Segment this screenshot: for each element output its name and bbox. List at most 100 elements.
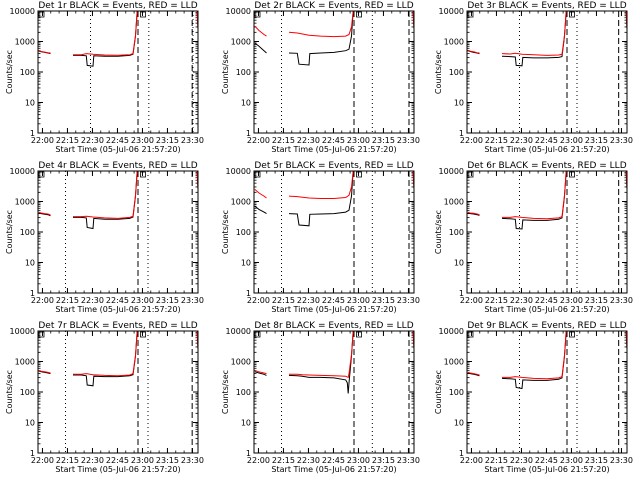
x-tick-label: 22:15 xyxy=(56,136,79,145)
x-tick-label: 23:00 xyxy=(131,296,154,305)
lld-series-line xyxy=(467,371,480,376)
chart-title: Det 2r BLACK = Events, RED = LLD xyxy=(254,1,413,11)
events-series-line xyxy=(254,371,267,376)
y-tick-label: 10000 xyxy=(10,327,35,336)
x-tick-label: 23:00 xyxy=(560,136,583,145)
events-series-line xyxy=(73,170,138,230)
x-tick-label: 22:45 xyxy=(322,136,345,145)
chart-title: Det 6r BLACK = Events, RED = LLD xyxy=(467,161,626,171)
x-tick-label: 22:15 xyxy=(485,136,508,145)
y-tick-label: 100 xyxy=(449,68,464,77)
y-tick-label: 1000 xyxy=(15,358,35,367)
chart-title: Det 9r BLACK = Events, RED = LLD xyxy=(467,321,626,331)
y-tick-label: 1 xyxy=(459,289,464,298)
y-tick-label: 100 xyxy=(236,388,251,397)
x-tick-label: 23:30 xyxy=(397,136,420,145)
lld-series-line xyxy=(38,50,51,54)
y-axis-label: Counts/sec xyxy=(221,210,230,254)
lld-series-line xyxy=(254,370,267,375)
plot-frame xyxy=(37,170,199,294)
x-tick-label: 23:00 xyxy=(347,136,370,145)
attenuator-state-box xyxy=(38,331,45,338)
plot-frame xyxy=(253,10,415,134)
plot-frame xyxy=(253,170,415,294)
x-tick-label: 23:15 xyxy=(585,456,608,465)
x-tick-label: 22:00 xyxy=(31,296,54,305)
y-tick-label: 1 xyxy=(246,289,251,298)
plot-frame xyxy=(253,330,415,454)
x-tick-label: 22:45 xyxy=(322,296,345,305)
x-axis-label: Start Time (05-Jul-06 21:57:20) xyxy=(484,465,609,474)
x-tick-label: 22:00 xyxy=(460,296,483,305)
attenuator-state-box xyxy=(356,331,362,338)
x-tick-label: 22:15 xyxy=(485,296,508,305)
events-series-line xyxy=(254,42,267,54)
x-tick-label: 23:30 xyxy=(397,456,420,465)
plot-frame xyxy=(466,330,628,454)
x-tick-label: 22:45 xyxy=(106,136,129,145)
x-tick-label: 22:45 xyxy=(106,456,129,465)
x-tick-label: 23:00 xyxy=(347,296,370,305)
attenuator-state-box xyxy=(356,11,362,18)
lld-series-line xyxy=(38,211,51,216)
lld-series-line xyxy=(467,211,480,216)
events-series-line xyxy=(501,170,567,230)
x-tick-label: 22:30 xyxy=(297,136,320,145)
x-tick-label: 23:15 xyxy=(156,456,179,465)
x-tick-label: 23:30 xyxy=(397,296,420,305)
chart-panel: Det 4r BLACK = Events, RED = LLD 1 10 100 10… xyxy=(5,161,204,314)
y-tick-label: 1 xyxy=(246,129,251,138)
x-tick-label: 22:15 xyxy=(56,296,79,305)
x-axis-label: Start Time (05-Jul-06 21:57:20) xyxy=(271,305,396,314)
y-tick-label: 100 xyxy=(20,388,35,397)
events-series-line xyxy=(288,10,354,66)
x-tick-label: 22:00 xyxy=(31,136,54,145)
x-tick-label: 22:00 xyxy=(460,456,483,465)
y-tick-label: 10 xyxy=(241,99,251,108)
attenuator-state-box xyxy=(569,11,575,18)
chart-panel: Det 1r BLACK = Events, RED = LLD 1 10 100 10… xyxy=(5,1,204,154)
x-tick-label: 23:15 xyxy=(156,296,179,305)
y-tick-label: 1000 xyxy=(231,38,251,47)
lld-series-line xyxy=(73,170,138,219)
x-tick-label: 23:00 xyxy=(560,296,583,305)
x-tick-label: 22:30 xyxy=(297,296,320,305)
attenuator-state-box xyxy=(569,331,575,338)
y-tick-label: 1000 xyxy=(231,358,251,367)
chart-panel: Det 3r BLACK = Events, RED = LLD 1 10 100 10… xyxy=(434,1,633,154)
y-tick-label: 10000 xyxy=(226,167,251,176)
attenuator-state-box xyxy=(356,171,362,178)
plot-frame xyxy=(466,10,628,134)
x-tick-label: 22:30 xyxy=(510,136,533,145)
chart-panel: Det 8r BLACK = Events, RED = LLD 1 10 100 10… xyxy=(221,321,420,474)
x-axis-label: Start Time (05-Jul-06 21:57:20) xyxy=(484,305,609,314)
x-tick-label: 22:15 xyxy=(56,456,79,465)
x-tick-label: 22:30 xyxy=(81,456,104,465)
x-axis-label: Start Time (05-Jul-06 21:57:20) xyxy=(271,145,396,154)
x-tick-label: 23:15 xyxy=(585,136,608,145)
plot-frame xyxy=(466,170,628,294)
events-series-line xyxy=(288,330,354,394)
y-axis-label: Counts/sec xyxy=(221,50,230,94)
y-tick-label: 1 xyxy=(459,129,464,138)
x-tick-label: 23:15 xyxy=(372,136,395,145)
y-tick-label: 1 xyxy=(246,449,251,458)
x-tick-label: 22:45 xyxy=(535,456,558,465)
y-tick-label: 1 xyxy=(459,449,464,458)
x-tick-label: 22:00 xyxy=(247,296,270,305)
x-axis-label: Start Time (05-Jul-06 21:57:20) xyxy=(484,145,609,154)
chart-title: Det 8r BLACK = Events, RED = LLD xyxy=(254,321,413,331)
x-tick-label: 22:30 xyxy=(510,296,533,305)
y-tick-label: 10 xyxy=(454,259,464,268)
x-tick-label: 22:15 xyxy=(272,136,295,145)
attenuator-state-box xyxy=(254,11,261,18)
lld-series-line xyxy=(254,25,267,37)
y-tick-label: 10000 xyxy=(10,167,35,176)
x-tick-label: 22:30 xyxy=(297,456,320,465)
x-tick-label: 23:30 xyxy=(610,136,633,145)
attenuator-state-box xyxy=(140,171,146,178)
y-axis-label: Counts/sec xyxy=(5,50,14,94)
x-tick-label: 22:00 xyxy=(247,136,270,145)
x-tick-label: 23:00 xyxy=(347,456,370,465)
